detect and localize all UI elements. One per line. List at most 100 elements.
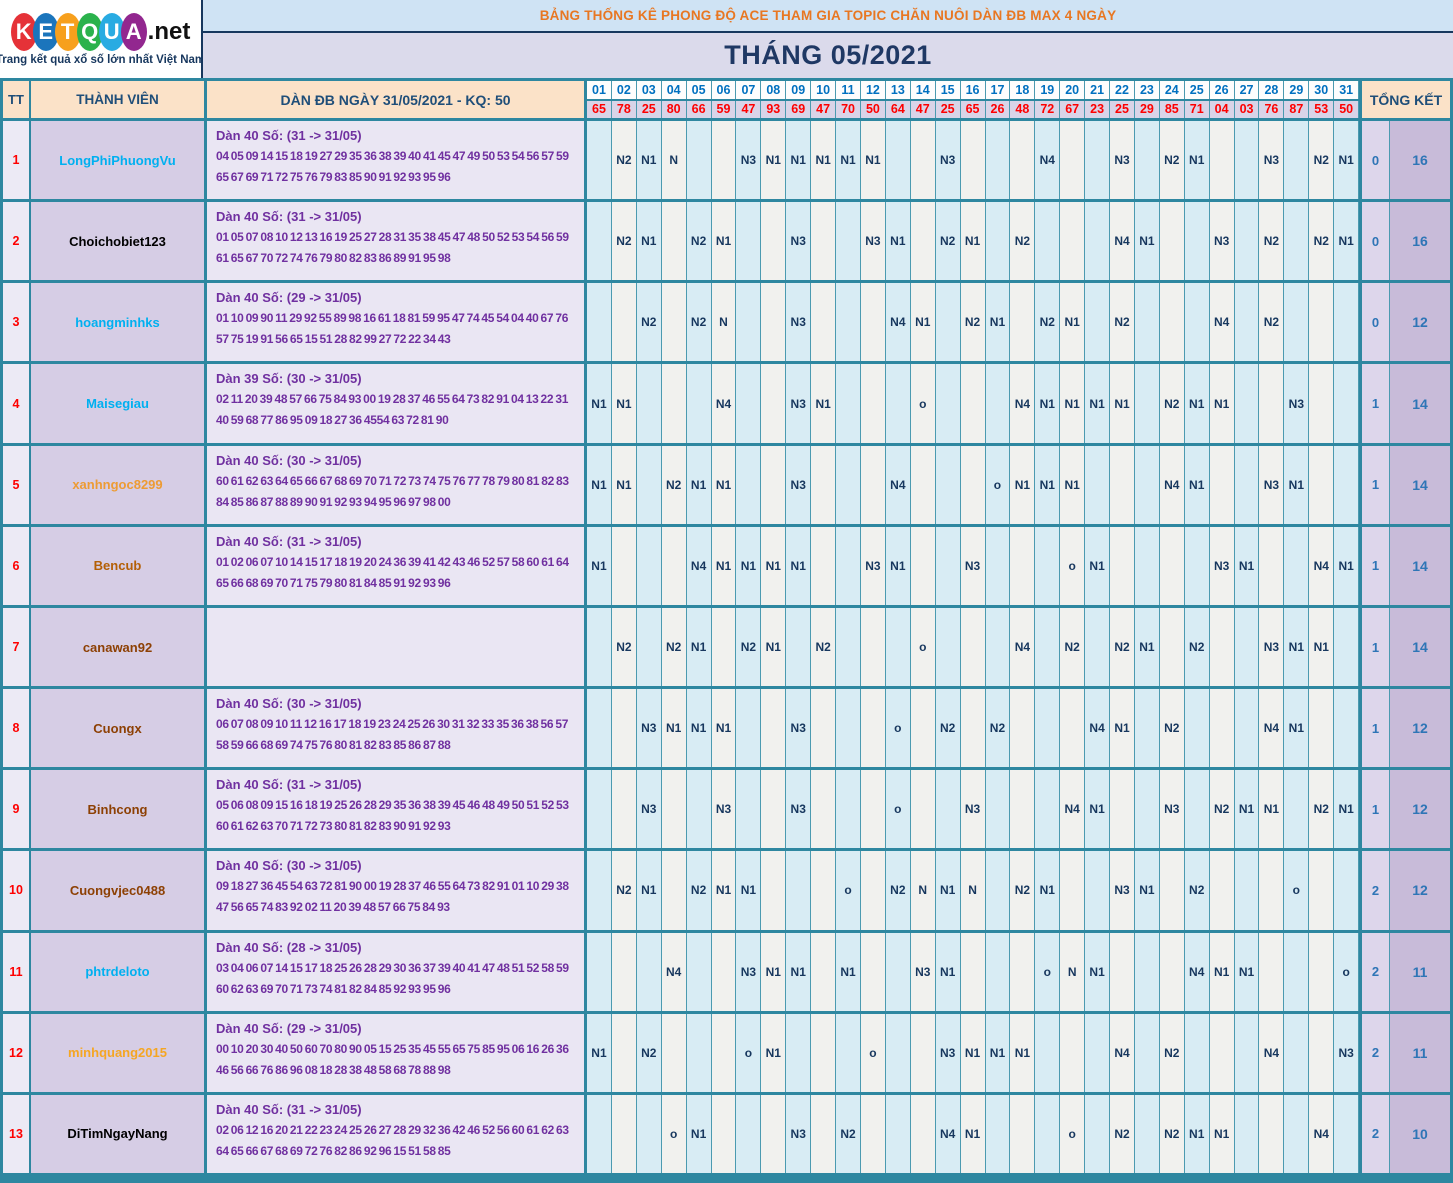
mark-cell (985, 851, 1011, 930)
member-name[interactable]: xanhngoc8299 (31, 445, 207, 524)
member-name[interactable]: LongPhiPhuongVu (31, 121, 207, 200)
mark-cell: N3 (960, 526, 986, 605)
day-number-header: 31 (1334, 81, 1360, 99)
dan-cell: Dàn 40 Số: (29 -> 31/05) 00 10 20 30 40 … (207, 1013, 587, 1092)
mark-cell (1134, 283, 1160, 362)
mark-cell: N1 (811, 364, 837, 443)
mark-cell (1159, 851, 1185, 930)
mark-cell (1334, 689, 1360, 768)
dan-cell (207, 607, 587, 687)
mark-cell (1134, 689, 1160, 768)
mark-cell (910, 202, 936, 281)
day-number-header: 12 (861, 81, 886, 99)
day-number-header: 10 (811, 81, 837, 99)
mark-cell (960, 932, 986, 1011)
mark-cell: N3 (736, 121, 762, 200)
dan-cell: Dàn 40 Số: (31 -> 31/05) 01 05 07 08 10 … (207, 202, 587, 281)
mark-cell: N1 (587, 364, 612, 443)
mark-cell: N4 (686, 526, 712, 605)
member-name[interactable]: phtrdeloto (31, 932, 207, 1011)
mark-cell: N3 (636, 770, 662, 849)
mark-cell: N2 (935, 689, 961, 768)
member-name[interactable]: Maisegiau (31, 364, 207, 443)
mark-cell: N1 (761, 607, 787, 687)
member-name[interactable]: Binhcong (31, 770, 207, 849)
col-header-tt: TT (3, 81, 31, 118)
mark-cell: N1 (761, 1013, 787, 1092)
table-row: 6 Bencub Dàn 40 Số: (31 -> 31/05) 01 02 … (3, 523, 1450, 605)
mark-cell: N2 (935, 202, 961, 281)
member-name[interactable]: Cuongvjec0488 (31, 851, 207, 930)
dan-cell: Dàn 40 Số: (30 -> 31/05) 06 07 08 09 10 … (207, 689, 587, 768)
member-name[interactable]: minhquang2015 (31, 1013, 207, 1092)
mark-cell (1085, 1013, 1111, 1092)
mark-cell (587, 202, 612, 281)
mark-cell (587, 1094, 612, 1173)
mark-cell (885, 121, 911, 200)
mark-cell (1334, 445, 1360, 524)
dan-title: Dàn 40 Số: (31 -> 31/05) (216, 533, 362, 549)
mark-cell: N1 (960, 1094, 986, 1173)
mark-cell (960, 607, 986, 687)
mark-cell (636, 1094, 662, 1173)
mark-cell: N2 (611, 121, 637, 200)
mark-cell (1159, 607, 1185, 687)
mark-cell (1110, 526, 1135, 605)
member-name[interactable]: Bencub (31, 526, 207, 605)
dan-numbers: 01 05 07 08 10 12 13 16 19 25 27 28 31 3… (216, 230, 569, 266)
total-n-count: 14 (1389, 607, 1450, 687)
mark-cell: o (1060, 526, 1086, 605)
dan-numbers: 04 05 09 14 15 18 19 27 29 35 36 38 39 4… (216, 149, 569, 184)
member-name[interactable]: canawan92 (31, 607, 207, 687)
mark-cell (711, 932, 737, 1011)
day-number-header: 21 (1085, 81, 1111, 99)
mark-cell: N3 (1159, 770, 1185, 849)
mark-cell: N1 (1234, 526, 1260, 605)
mark-cell: o (836, 851, 861, 930)
row-number: 12 (3, 1013, 31, 1092)
mark-cell: N1 (836, 121, 861, 200)
row-number: 4 (3, 364, 31, 443)
site-logo[interactable]: K E T Q U A .net Trang kết quả xổ số lớn nhất … (0, 0, 205, 78)
mark-cell: N4 (1085, 689, 1111, 768)
mark-cell: N4 (1010, 364, 1036, 443)
mark-cell: N2 (611, 202, 637, 281)
day-result-value: 47 (736, 100, 762, 118)
day-number-header: 02 (612, 81, 637, 99)
dan-title: Dàn 40 Số: (31 -> 31/05) (216, 777, 362, 793)
mark-cell (836, 526, 861, 605)
member-name[interactable]: Cuongx (31, 689, 207, 768)
member-name[interactable]: Choichobiet123 (31, 202, 207, 281)
mark-cell (1184, 770, 1210, 849)
mark-cell (1234, 689, 1260, 768)
mark-cell: N3 (935, 1013, 961, 1092)
mark-cell: N1 (985, 1013, 1011, 1092)
table-row: 12 minhquang2015 Dàn 40 Số: (29 -> 31/05… (3, 1010, 1450, 1092)
mark-cell (661, 364, 687, 443)
mark-cell (661, 526, 687, 605)
mark-cell (1110, 445, 1135, 524)
mark-cell: N2 (1110, 283, 1135, 362)
mark-cell (611, 932, 637, 1011)
mark-cell (611, 283, 637, 362)
mark-cell (811, 283, 837, 362)
day-result-value: 50 (1334, 100, 1360, 118)
member-name[interactable]: hoangminhks (31, 283, 207, 362)
member-name[interactable]: DiTimNgayNang (31, 1094, 207, 1173)
mark-cell: N2 (636, 283, 662, 362)
mark-cell (1134, 121, 1160, 200)
day-result-value: 76 (1259, 100, 1285, 118)
row-number: 1 (3, 121, 31, 200)
mark-cell (1284, 1013, 1310, 1092)
total-n-count: 12 (1389, 851, 1450, 930)
mark-cell: N1 (1184, 445, 1210, 524)
dan-numbers: 01 10 09 90 11 29 92 55 89 98 16 61 18 8… (216, 311, 569, 347)
dan-cell: Dàn 40 Số: (30 -> 31/05) 60 61 62 63 64 … (207, 445, 587, 524)
dan-numbers: 00 10 20 30 40 50 60 70 80 90 05 15 25 3… (216, 1041, 569, 1077)
mark-cell (960, 121, 986, 200)
day-number-header: 27 (1235, 81, 1260, 99)
mark-cell (860, 607, 886, 687)
mark-cell: N1 (885, 202, 911, 281)
table-body: 1 LongPhiPhuongVu Dàn 40 Số: (31 -> 31/0… (0, 118, 1453, 1173)
dan-numbers: 01 02 06 07 10 14 15 17 18 19 20 24 36 3… (216, 554, 569, 590)
